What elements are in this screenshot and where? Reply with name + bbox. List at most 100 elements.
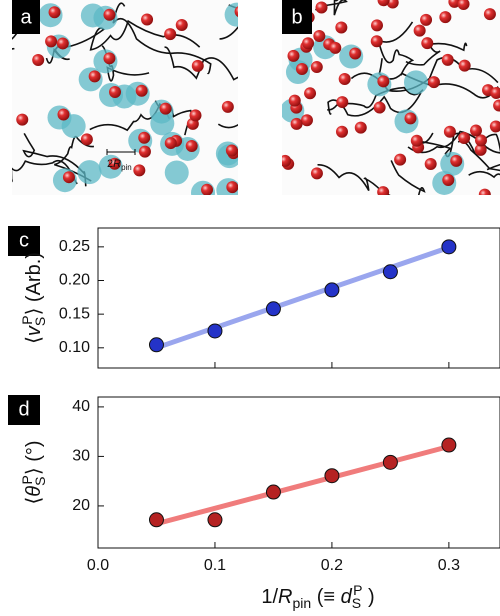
vortex [103, 52, 116, 65]
vortex-line [405, 42, 468, 66]
panel-label: b [291, 6, 302, 28]
y-tick-label: 0.15 [59, 305, 90, 322]
x-tick-label: 0.2 [321, 557, 343, 574]
pinning-site [77, 160, 102, 185]
pinning-site [224, 2, 238, 27]
data-point [382, 264, 398, 280]
vortex [225, 144, 238, 157]
data-point [207, 512, 223, 528]
data-point [265, 484, 281, 500]
vortex [335, 125, 348, 138]
vortex [489, 120, 500, 133]
label-part: P [19, 475, 35, 484]
vortex [175, 18, 188, 31]
label-part: θ [23, 486, 45, 497]
plot-frame [97, 396, 500, 549]
vortex [288, 94, 301, 107]
vortex [16, 113, 29, 126]
vortex [109, 85, 122, 98]
vortex [377, 186, 390, 195]
scale-text: 2 [107, 158, 113, 170]
vortex [427, 76, 440, 89]
vortex [421, 37, 434, 50]
label-part: P [19, 315, 35, 324]
label-part: S [32, 317, 48, 326]
vortex [62, 171, 75, 184]
vortex [439, 11, 452, 24]
data-point [148, 512, 164, 528]
label-part: S [352, 595, 361, 611]
vortex [310, 167, 323, 180]
vortex [313, 29, 326, 42]
vortex [287, 49, 300, 62]
label-part: v [23, 325, 45, 336]
vortex-line [327, 92, 422, 117]
vortex [448, 0, 461, 8]
x-tick-label: 0.1 [204, 557, 226, 574]
vortex [300, 114, 313, 127]
vortex-line [54, 135, 95, 182]
vortex [458, 59, 471, 72]
vortex [349, 47, 362, 60]
label-part: 1/ [261, 586, 278, 608]
vortex [315, 1, 328, 14]
data-point [382, 454, 398, 470]
vortex-line [390, 160, 426, 195]
scale-bar-label: 2Rpin [107, 158, 132, 172]
vortex [138, 145, 151, 158]
vortex [221, 100, 234, 113]
vortex [164, 137, 177, 150]
vortex [474, 134, 487, 147]
x-tick-label: 0.3 [438, 557, 460, 574]
vortex [490, 86, 500, 99]
vortex [135, 84, 148, 97]
vortex [56, 37, 69, 50]
label-part: R [278, 586, 292, 608]
data-point [324, 282, 340, 298]
vortex [420, 13, 433, 26]
vortex [469, 124, 482, 137]
label-part: ⟨ [23, 497, 45, 505]
vortex [57, 108, 70, 121]
vortex [474, 143, 487, 156]
y-tick-label: 0.10 [59, 339, 90, 356]
plot-frame [97, 227, 500, 369]
label-part: ⟩ (°) [23, 440, 45, 475]
vortex [164, 28, 177, 41]
y-axis-label: ⟨vSP⟩ (Arb.) [19, 252, 48, 344]
y-tick-label: 0.25 [59, 238, 90, 255]
vortex [234, 6, 238, 18]
scale-text: R [113, 158, 121, 170]
vortex [373, 101, 386, 114]
panel-label-box [282, 0, 312, 34]
x-tick-label: 0.0 [87, 557, 109, 574]
panel-a-image [12, 0, 238, 195]
vortex [302, 37, 315, 50]
vortex [108, 157, 121, 170]
data-point [441, 239, 457, 255]
pinning-site [403, 70, 428, 95]
vortex [295, 63, 308, 76]
label-part: P [353, 582, 362, 598]
scale-text: pin [121, 163, 132, 172]
vortex [457, 0, 470, 10]
vortex [413, 24, 426, 37]
panel-label-box [8, 395, 40, 425]
vortex [386, 0, 399, 9]
y-tick-label: 20 [72, 497, 90, 514]
vortex [32, 53, 45, 66]
panel-label: a [20, 6, 32, 28]
vortex [338, 73, 351, 86]
vortex [290, 117, 303, 130]
x-axis-label: 1/Rpin (≡ dSP ) [261, 582, 374, 611]
vortex [329, 41, 342, 54]
data-point [324, 468, 340, 484]
vortex [441, 53, 454, 66]
label-part: ⟨ [23, 336, 45, 344]
label-part: (≡ [311, 586, 340, 608]
vortex [410, 134, 423, 147]
vortex [201, 183, 214, 195]
vortex-line [468, 170, 500, 179]
vortex [88, 70, 101, 83]
